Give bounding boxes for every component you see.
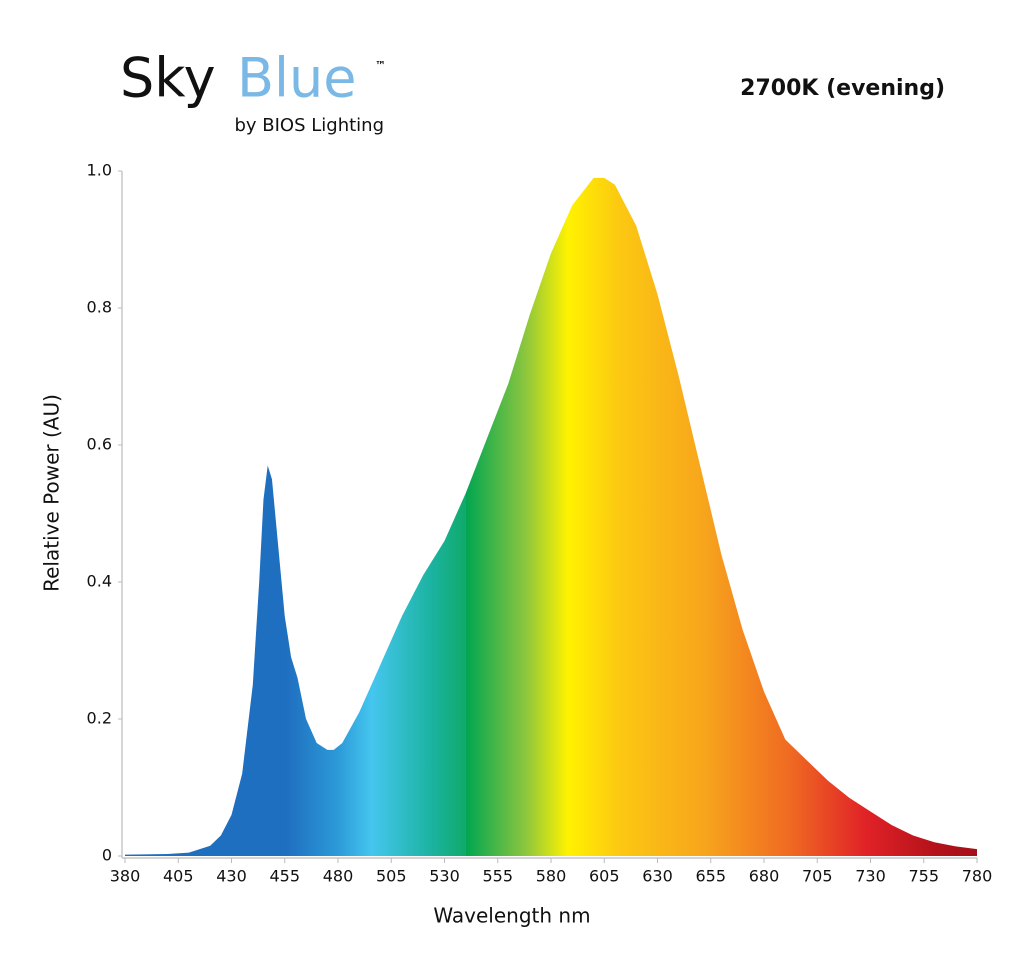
- chart-title: 2700K (evening): [740, 76, 945, 101]
- x-tick-label: 755: [908, 867, 939, 886]
- x-tick-label: 530: [429, 867, 460, 886]
- logo-blue: Blue: [237, 47, 357, 110]
- x-tick-label: 555: [482, 867, 513, 886]
- x-tick-label: 430: [216, 867, 247, 886]
- x-tick-label: 455: [269, 867, 300, 886]
- y-tick-label: 1.0: [87, 161, 112, 180]
- x-tick-label: 405: [163, 867, 194, 886]
- x-tick-label: 780: [962, 867, 993, 886]
- x-axis-title: Wavelength nm: [433, 904, 590, 928]
- x-tick-label: 680: [749, 867, 780, 886]
- x-tick-label: 505: [376, 867, 407, 886]
- x-tick-label: 480: [323, 867, 354, 886]
- logo-tm: ™: [375, 59, 386, 72]
- y-tick-label: 0.4: [87, 572, 112, 591]
- spectrum-area: [125, 177, 977, 857]
- y-tick-label: 0: [102, 846, 112, 865]
- x-tick-label: 730: [855, 867, 886, 886]
- x-tick-label: 655: [695, 867, 726, 886]
- y-tick-label: 0.6: [87, 435, 112, 454]
- x-tick-label: 580: [536, 867, 567, 886]
- y-axis-title: Relative Power (AU): [40, 394, 64, 592]
- logo-tagline: by BIOS Lighting: [234, 115, 384, 136]
- x-tick-label: 380: [110, 867, 141, 886]
- x-tick-label: 630: [642, 867, 673, 886]
- y-tick-label: 0.8: [87, 298, 112, 317]
- x-tick-label: 705: [802, 867, 833, 886]
- x-tick-label: 605: [589, 867, 620, 886]
- y-tick-label: 0.2: [87, 709, 112, 728]
- logo-sky: Sky: [120, 47, 216, 110]
